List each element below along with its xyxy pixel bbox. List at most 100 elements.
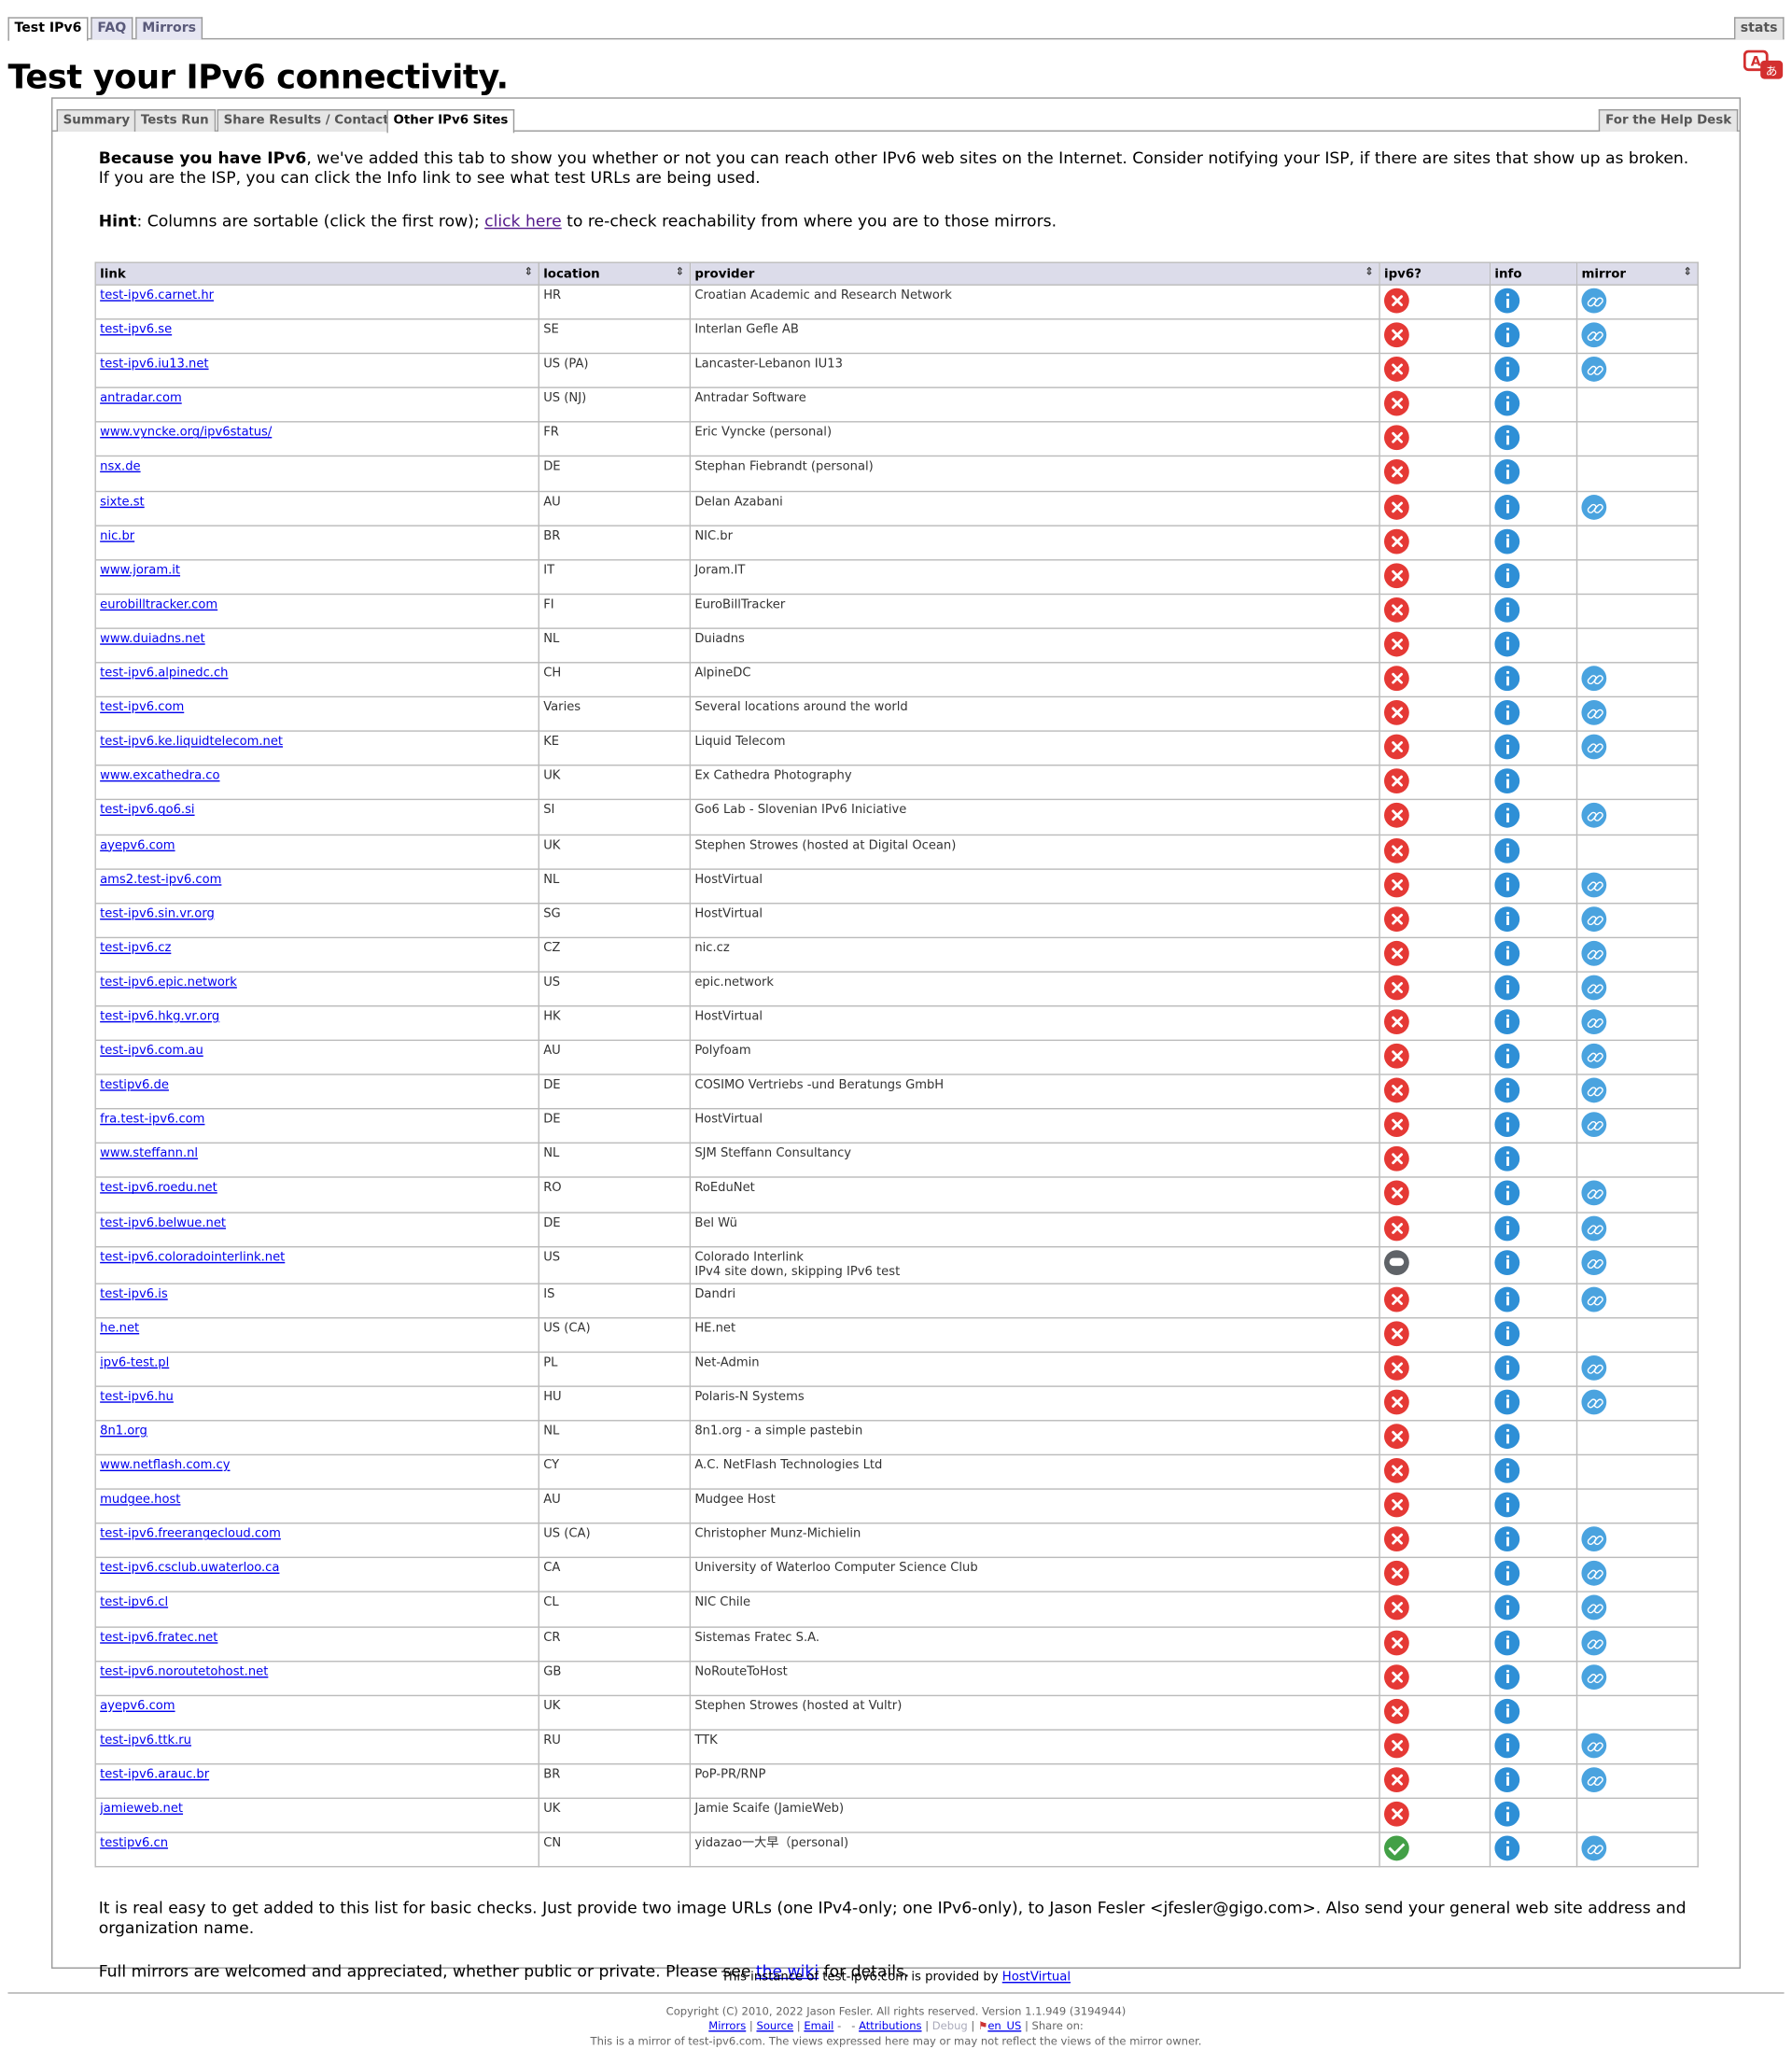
info-icon[interactable] (1494, 1286, 1520, 1312)
mirror-link-icon[interactable] (1581, 1630, 1607, 1655)
site-link[interactable]: test-ipv6.belwue.net (100, 1214, 227, 1230)
info-icon[interactable] (1494, 1767, 1520, 1792)
info-icon[interactable] (1494, 1835, 1520, 1861)
col-header-ipv6[interactable]: ipv6? (1379, 261, 1491, 286)
info-icon[interactable] (1494, 1526, 1520, 1552)
site-link[interactable]: nic.br (100, 528, 135, 543)
footer-mirrors-link[interactable]: Mirrors (708, 2018, 747, 2032)
info-icon[interactable] (1494, 528, 1520, 554)
site-link[interactable]: eurobilltracker.com (100, 596, 218, 612)
info-icon[interactable] (1494, 803, 1520, 829)
mirror-link-icon[interactable] (1581, 494, 1607, 520)
mirror-link-icon[interactable] (1581, 872, 1607, 897)
site-link[interactable]: he.net (100, 1320, 140, 1336)
translate-icon[interactable]: A あ (1743, 49, 1785, 82)
col-header-provider[interactable]: provider ⇕ (689, 261, 1380, 286)
site-link[interactable]: www.duiadns.net (100, 631, 205, 647)
info-icon[interactable] (1494, 1801, 1520, 1827)
site-link[interactable]: sixte.st (100, 494, 145, 509)
info-icon[interactable] (1494, 562, 1520, 588)
tab-other-ipv6-sites[interactable]: Other IPv6 Sites (386, 109, 515, 133)
info-icon[interactable] (1494, 700, 1520, 725)
mirror-link-icon[interactable] (1581, 1043, 1607, 1069)
site-link[interactable]: test-ipv6.sin.vr.org (100, 905, 215, 921)
site-link[interactable]: test-ipv6.freerangecloud.com (100, 1526, 281, 1542)
info-icon[interactable] (1494, 459, 1520, 485)
site-link[interactable]: test-ipv6.hkg.vr.org (100, 1009, 220, 1024)
col-header-mirror[interactable]: mirror ⇕ (1575, 261, 1699, 286)
info-icon[interactable] (1494, 322, 1520, 348)
mirror-link-icon[interactable] (1581, 1009, 1607, 1034)
site-link[interactable]: ayepv6.com (100, 837, 175, 852)
site-link[interactable]: test-ipv6.com.au (100, 1043, 203, 1059)
tab-help-desk[interactable]: For the Help Desk (1599, 109, 1739, 132)
mirror-link-icon[interactable] (1581, 1663, 1607, 1690)
mirror-link-icon[interactable] (1581, 1561, 1607, 1587)
mirror-link-icon[interactable] (1581, 1112, 1607, 1138)
mirror-link-icon[interactable] (1581, 1354, 1607, 1381)
site-link[interactable]: www.joram.it (100, 562, 181, 578)
site-link[interactable]: antradar.com (100, 391, 182, 406)
col-header-location[interactable]: location ⇕ (538, 261, 692, 286)
mirror-link-icon[interactable] (1581, 1286, 1607, 1312)
mirror-link-icon[interactable] (1581, 734, 1607, 760)
site-link[interactable]: www.steffann.nl (100, 1146, 199, 1161)
site-link[interactable]: test-ipv6.coloradointerlink.net (100, 1249, 286, 1265)
info-icon[interactable] (1494, 666, 1520, 692)
hostvirtual-link[interactable]: HostVirtual (1001, 1970, 1071, 1985)
mirror-link-icon[interactable] (1581, 288, 1607, 314)
site-link[interactable]: test-ipv6.roedu.net (100, 1181, 217, 1196)
footer-attributions-link[interactable]: Attributions (859, 2018, 922, 2032)
site-link[interactable]: test-ipv6.fratec.net (100, 1630, 218, 1645)
info-icon[interactable] (1494, 391, 1520, 416)
info-icon[interactable] (1494, 837, 1520, 863)
info-icon[interactable] (1494, 940, 1520, 966)
info-icon[interactable] (1494, 1492, 1520, 1518)
mirror-link-icon[interactable] (1581, 1733, 1607, 1759)
info-icon[interactable] (1494, 1214, 1520, 1241)
info-icon[interactable] (1494, 494, 1520, 520)
col-header-link[interactable]: link ⇕ (94, 261, 539, 286)
site-link[interactable]: test-ipv6.noroutetohost.net (100, 1663, 269, 1679)
site-link[interactable]: test-ipv6.is (100, 1286, 168, 1301)
info-icon[interactable] (1494, 1698, 1520, 1724)
site-link[interactable]: www.netflash.com.cy (100, 1458, 231, 1473)
info-icon[interactable] (1494, 1595, 1520, 1621)
info-icon[interactable] (1494, 1112, 1520, 1138)
tab-faq[interactable]: FAQ (91, 17, 133, 40)
mirror-link-icon[interactable] (1581, 905, 1607, 932)
site-link[interactable]: test-ipv6.epic.network (100, 975, 237, 989)
info-icon[interactable] (1494, 596, 1520, 623)
site-link[interactable]: ayepv6.com (100, 1698, 175, 1714)
mirror-link-icon[interactable] (1581, 322, 1607, 348)
site-link[interactable]: test-ipv6.iu13.net (100, 357, 209, 372)
site-link[interactable]: 8n1.org (100, 1424, 147, 1438)
mirror-link-icon[interactable] (1581, 1389, 1607, 1415)
site-link[interactable]: ipv6-test.pl (100, 1354, 170, 1370)
info-icon[interactable] (1494, 1630, 1520, 1655)
info-icon[interactable] (1494, 1458, 1520, 1483)
col-header-info[interactable]: info (1489, 261, 1578, 286)
tab-stats[interactable]: stats (1733, 17, 1785, 40)
info-icon[interactable] (1494, 1043, 1520, 1069)
wiki-link[interactable]: the wiki (755, 1961, 819, 1981)
site-link[interactable]: test-ipv6.ttk.ru (100, 1733, 192, 1747)
mirror-link-icon[interactable] (1581, 975, 1607, 1001)
info-icon[interactable] (1494, 734, 1520, 760)
mirror-link-icon[interactable] (1581, 1526, 1607, 1552)
mirror-link-icon[interactable] (1581, 1181, 1607, 1206)
recheck-link[interactable]: click here (484, 211, 562, 231)
info-icon[interactable] (1494, 1009, 1520, 1034)
info-icon[interactable] (1494, 1424, 1520, 1450)
info-icon[interactable] (1494, 1320, 1520, 1346)
site-link[interactable]: fra.test-ipv6.com (100, 1112, 205, 1128)
mirror-link-icon[interactable] (1581, 700, 1607, 725)
tab-share-results[interactable]: Share Results / Contact (217, 109, 396, 132)
info-icon[interactable] (1494, 872, 1520, 897)
info-icon[interactable] (1494, 1733, 1520, 1759)
site-link[interactable]: test-ipv6.se (100, 322, 173, 338)
site-link[interactable]: test-ipv6.cz (100, 940, 172, 956)
site-link[interactable]: test-ipv6.go6.si (100, 803, 195, 818)
site-link[interactable]: test-ipv6.hu (100, 1389, 174, 1405)
site-link[interactable]: ams2.test-ipv6.com (100, 872, 222, 887)
